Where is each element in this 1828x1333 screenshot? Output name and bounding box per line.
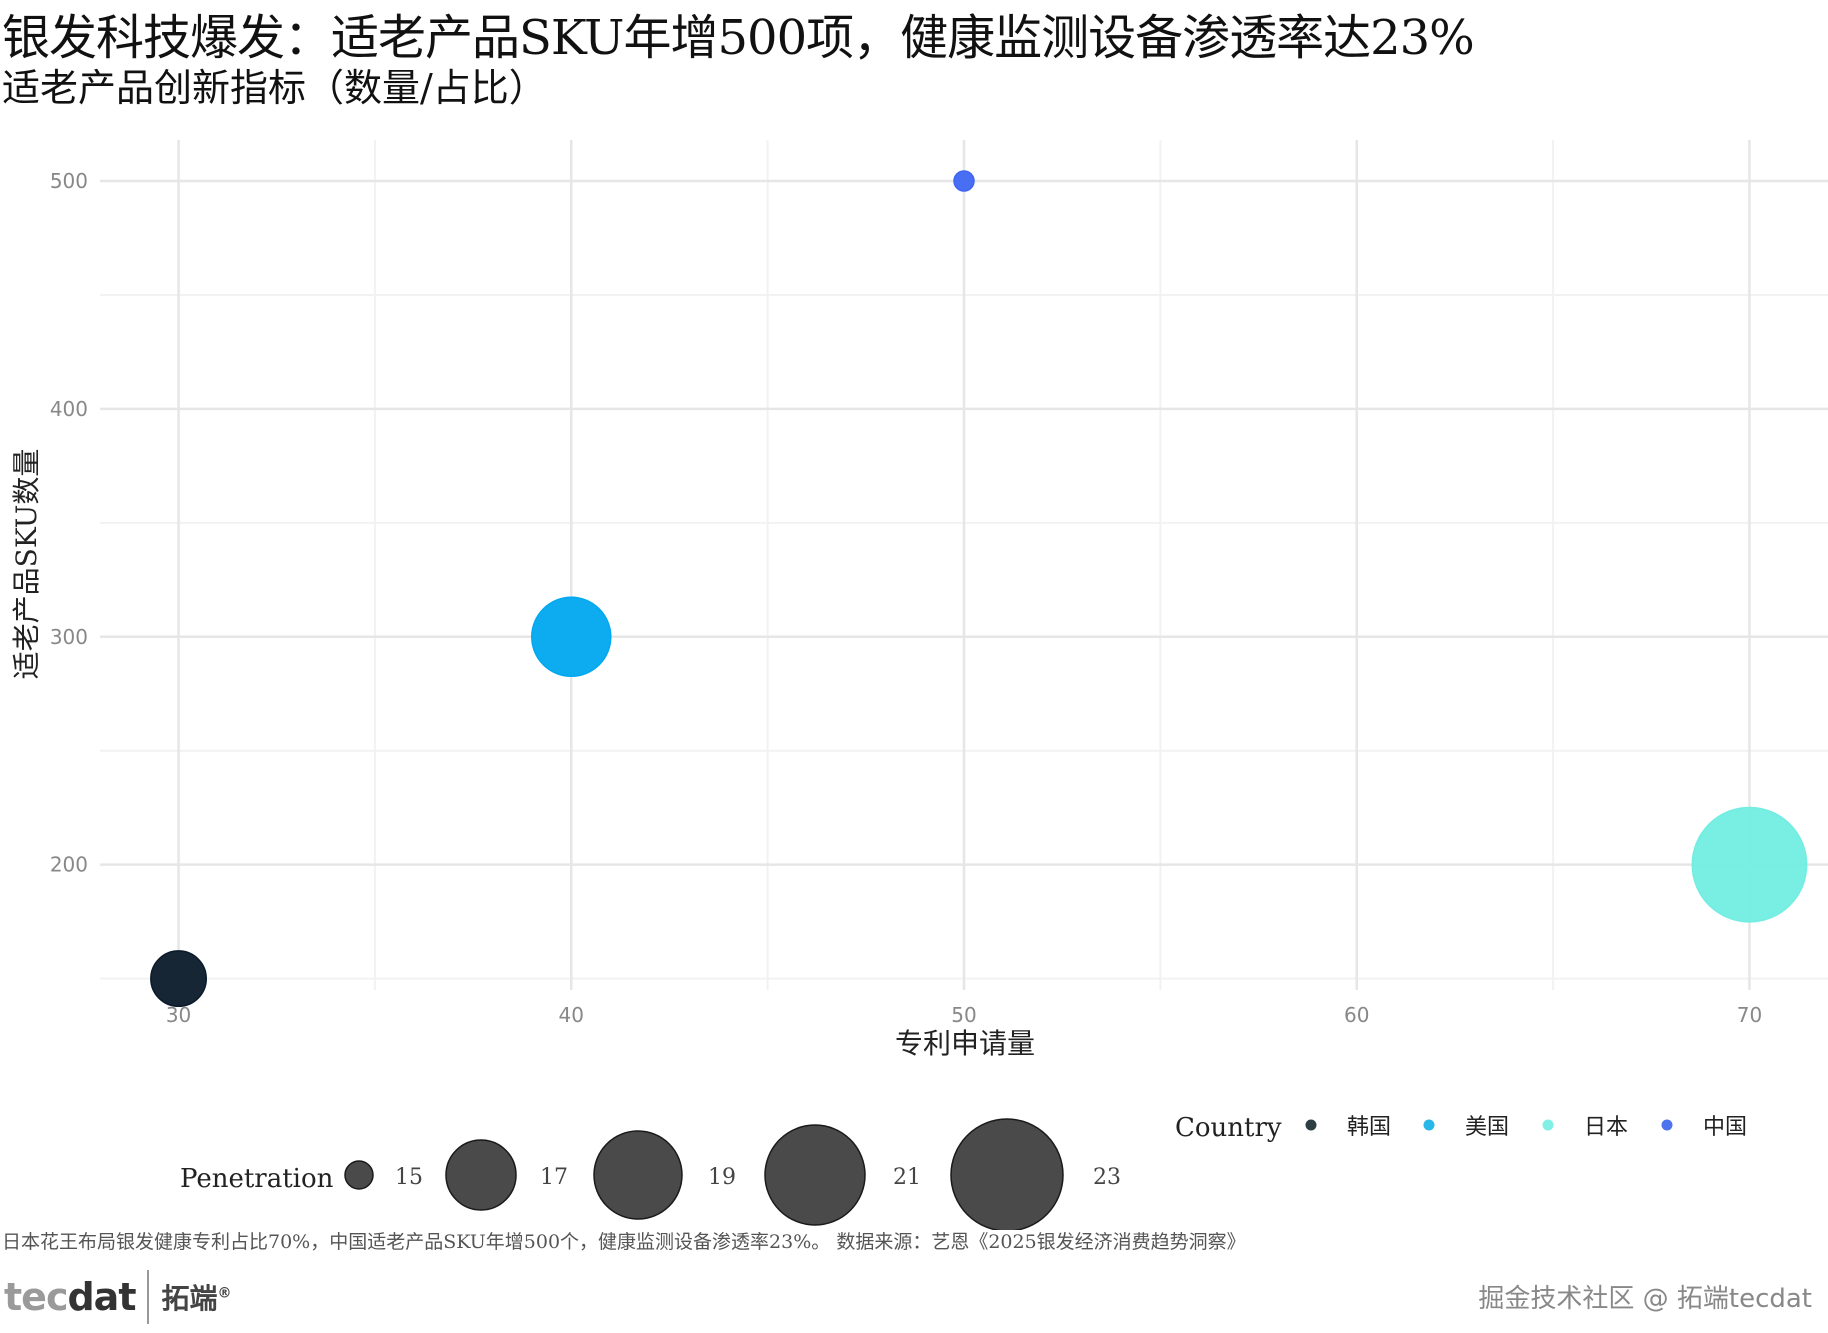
country-legend: Country 韩国 美国 日本 中国 [1175,1113,1747,1143]
watermark: 掘金技术社区 @ 拓端tecdat [1478,1284,1812,1314]
country-legend-label: 美国 [1465,1115,1509,1140]
logo-mark: tecdat [4,1275,136,1319]
country-legend-key [1423,1119,1435,1131]
chart-title: 银发科技爆发：适老产品SKU年增500项，健康监测设备渗透率达23% [2,10,1475,66]
penetration-legend: Penetration 15 17 19 21 23 [180,1118,1121,1230]
logo-mark-left: tec [4,1275,68,1319]
y-axis-label: 适老产品SKU数量 [10,449,43,680]
logo-divider [147,1270,150,1324]
country-legend-key [1542,1119,1554,1131]
data-point-bubble [1691,806,1808,923]
penetration-legend-title: Penetration [180,1164,334,1194]
major-gridlines [100,140,1828,990]
x-tick-label: 70 [1737,1003,1762,1027]
country-legend-label: 中国 [1703,1115,1747,1140]
logo-cn: 拓端® [161,1277,231,1317]
penetration-legend-label: 23 [1093,1165,1121,1190]
logo-cn-text: 拓端 [161,1282,218,1315]
penetration-legend-label: 21 [893,1165,921,1190]
data-point-bubble [953,170,975,192]
y-tick-label: 400 [50,397,88,421]
data-points [150,170,1808,1008]
y-tick-label: 500 [50,169,88,193]
penetration-legend-label: 15 [395,1165,423,1190]
x-axis-label: 专利申请量 [895,1027,1035,1060]
chart-subtitle: 适老产品创新指标（数量/占比） [2,66,547,110]
country-legend-label: 韩国 [1347,1115,1391,1140]
country-legend-key [1661,1119,1673,1131]
country-legend-title: Country [1175,1113,1282,1143]
y-tick-label: 300 [50,625,88,649]
x-tick-label: 60 [1344,1003,1369,1027]
logo-mark-right: dat [67,1275,136,1319]
y-tick-label: 200 [50,853,88,877]
x-tick-label: 40 [559,1003,584,1027]
tecdat-logo: tecdat 拓端® [4,1262,232,1332]
data-point-bubble [150,950,207,1008]
penetration-legend-key [764,1124,866,1226]
penetration-legend-key [593,1130,683,1220]
data-point-bubble [531,596,612,678]
penetration-legend-label: 19 [708,1165,736,1190]
penetration-legend-key [950,1118,1064,1230]
chart-caption: 日本花王布局银发健康专利占比70%，中国适老产品SKU年增500个，健康监测设备… [2,1231,1246,1253]
country-legend-label: 日本 [1584,1115,1628,1140]
country-legend-key [1305,1119,1317,1131]
x-tick-label: 50 [951,1003,976,1027]
penetration-legend-key [344,1160,374,1190]
penetration-legend-label: 17 [540,1165,568,1190]
logo-registered: ® [217,1285,232,1302]
penetration-legend-key [445,1139,517,1211]
